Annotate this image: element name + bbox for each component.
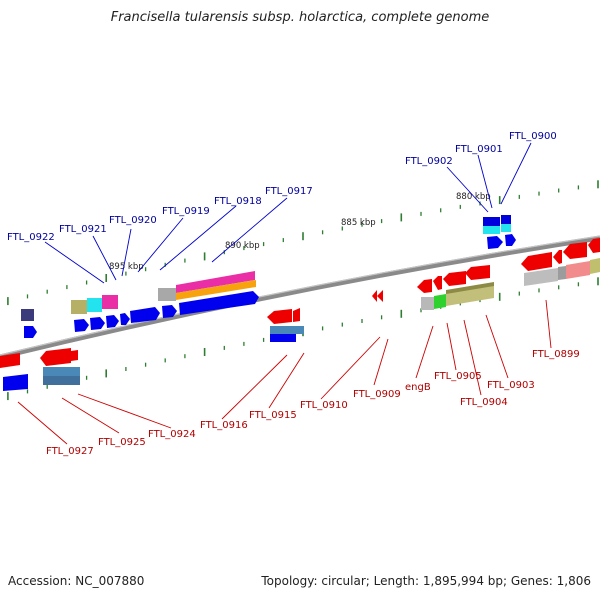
feature-gene-blue-1	[74, 319, 89, 332]
feature-gene-blue-arrow-a	[487, 236, 503, 249]
feature-gene-red-0916	[267, 309, 292, 324]
feature-gene-olive	[71, 300, 87, 314]
gene-label-ftl-0904: FTL_0904	[460, 397, 508, 408]
feature-gene-salmon-0899	[566, 261, 590, 279]
feature-gene-steel-0915	[270, 326, 304, 334]
gene-label-ftl-0921: FTL_0921	[59, 224, 107, 235]
gene-label-ftl-0901: FTL_0901	[455, 144, 503, 155]
forward-gene-features	[21, 215, 516, 338]
gene-label-ftl-0909: FTL_0909	[353, 389, 401, 400]
feature-gene-steel-0924	[43, 367, 80, 376]
feature-gene-blue-long	[179, 291, 259, 315]
feature-gene-gray-0899	[524, 268, 558, 286]
gene-label-ftl-0917: FTL_0917	[265, 186, 313, 197]
gene-label-ftl-0903: FTL_0903	[487, 380, 535, 391]
feature-gene-cyan-box-2	[501, 224, 511, 232]
feature-gene-blue-4	[120, 313, 130, 325]
feature-gene-orange-bar	[176, 280, 256, 300]
reverse-gene-features	[0, 238, 600, 391]
gene-label-ftl-0902: FTL_0902	[405, 156, 453, 167]
feature-gene-red-0910	[372, 290, 377, 302]
gene-label-ftl-0925: FTL_0925	[98, 437, 146, 448]
reverse-leader-lines	[17, 299, 552, 445]
gene-label-ftl-0899: FTL_0899	[532, 349, 580, 360]
scale-label-885: 885 kbp	[341, 218, 376, 228]
feature-gene-gray	[158, 288, 176, 301]
gene-label-ftl-0920: FTL_0920	[109, 215, 157, 226]
feature-gene-red-0899-a	[521, 252, 552, 271]
feature-gene-blue-box-2	[501, 215, 511, 224]
feature-gene-red-0905	[443, 271, 466, 286]
feature-gene-cyan	[87, 298, 102, 312]
feature-gene-blue-2	[90, 317, 105, 330]
feature-gene-green-engb	[434, 294, 446, 309]
forward-leader-lines	[44, 142, 532, 284]
feature-gene-steel-0924b	[43, 376, 80, 385]
feature-gene-blue-far-left	[3, 374, 28, 391]
gene-label-ftl-0910: FTL_0910	[300, 400, 348, 411]
scale-label-895: 895 kbp	[109, 262, 144, 272]
scale-label-880: 880 kbp	[456, 192, 491, 202]
feature-gene-blue-5	[130, 307, 160, 323]
feature-gene-magenta	[102, 295, 118, 309]
feature-gene-olive-0899	[590, 258, 600, 274]
gene-label-ftl-0922: FTL_0922	[7, 232, 55, 243]
genome-stats-label: Topology: circular; Length: 1,895,994 bp…	[261, 574, 591, 588]
feature-gene-blue-small	[24, 326, 37, 338]
tick-marks	[7, 180, 599, 401]
feature-gene-navy	[21, 309, 34, 321]
feature-gene-blue-6	[162, 305, 177, 318]
genome-backbone	[0, 235, 600, 360]
feature-gene-cyan-box	[483, 226, 500, 234]
reverse-gene-labels: FTL_0927 FTL_0925 FTL_0924 FTL_0916 FTL_…	[46, 349, 580, 457]
feature-gene-blue-0915	[270, 334, 296, 342]
feature-gene-blue-arrow-b	[505, 234, 516, 246]
feature-gene-gray-0899-dark	[558, 266, 566, 280]
gene-label-ftl-0919: FTL_0919	[162, 206, 210, 217]
scale-label-890: 890 kbp	[225, 241, 260, 251]
feature-gene-olive-0903-edge	[446, 282, 494, 294]
feature-gene-gray-engb	[421, 297, 434, 310]
gene-label-ftl-0927: FTL_0927	[46, 446, 94, 457]
gene-label-ftl-0918: FTL_0918	[214, 196, 262, 207]
feature-gene-red-0925	[40, 348, 71, 366]
gene-label-engb: engB	[405, 382, 431, 393]
gene-label-ftl-0916: FTL_0916	[200, 420, 248, 431]
feature-gene-red-0925b	[71, 350, 78, 361]
gene-label-ftl-0915: FTL_0915	[249, 410, 297, 421]
accession-label: Accession: NC_007880	[8, 574, 145, 588]
feature-gene-red-0916b	[293, 308, 300, 322]
feature-gene-blue-3	[106, 315, 119, 328]
feature-gene-red-far-left	[0, 353, 20, 368]
forward-gene-labels: FTL_0922 FTL_0921 FTL_0920 FTL_0919 FTL_…	[7, 131, 557, 243]
feature-gene-olive-0903	[446, 285, 494, 306]
gene-label-ftl-0905: FTL_0905	[434, 371, 482, 382]
feature-gene-red-engb-b	[433, 276, 442, 290]
feature-gene-red-0899-b	[553, 250, 562, 264]
genome-backbone-highlight	[0, 235, 600, 356]
feature-gene-red-0899-c	[563, 242, 587, 259]
feature-gene-red-0904	[465, 265, 490, 280]
feature-gene-red-0899-d	[588, 238, 600, 253]
gene-label-ftl-0900: FTL_0900	[509, 131, 557, 142]
gene-label-ftl-0924: FTL_0924	[148, 429, 196, 440]
feature-gene-pink-bar	[176, 271, 255, 293]
feature-gene-red-0909	[377, 290, 383, 302]
feature-gene-blue-box	[483, 217, 500, 226]
map-title: Francisella tularensis subsp. holarctica…	[110, 10, 490, 25]
feature-gene-red-engb-a	[417, 279, 432, 293]
